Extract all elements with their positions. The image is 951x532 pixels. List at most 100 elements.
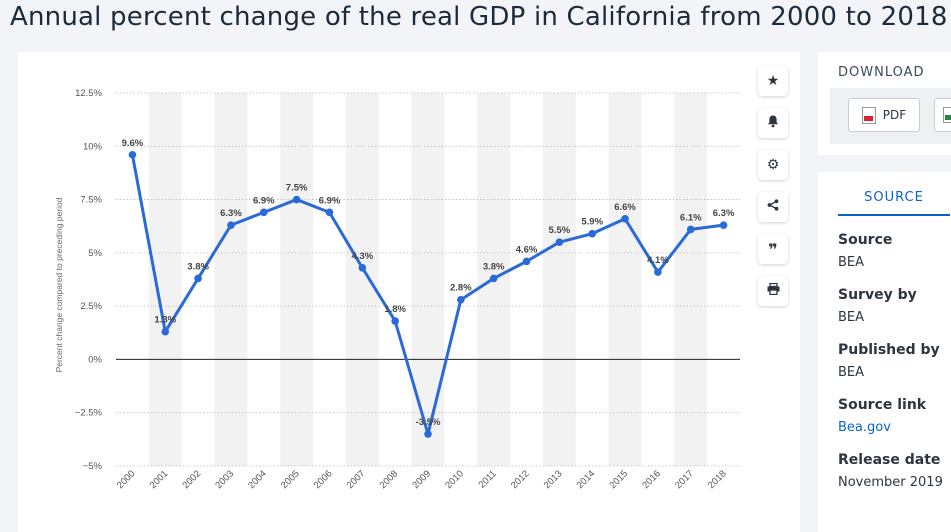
column-band (674, 93, 708, 466)
pdf-file-icon (861, 106, 876, 124)
data-label: 3.8% (483, 261, 505, 272)
print-icon (767, 282, 780, 299)
tab-underline (838, 214, 950, 216)
data-point[interactable] (391, 317, 399, 325)
data-point[interactable] (358, 263, 367, 272)
data-point[interactable] (227, 221, 235, 229)
chart: 12.5% 10% 7.5% 5% 2.5% 0% −2.5% −5% 2000 2001 200… (54, 88, 740, 491)
tab-source[interactable]: SOURCE (864, 190, 924, 205)
data-label: 4.1% (647, 255, 669, 266)
star-icon: ★ (766, 73, 780, 89)
data-label: -3.5% (416, 417, 441, 428)
y-tick-label: 5% (88, 248, 102, 259)
column-band (148, 93, 182, 466)
notification-button[interactable] (758, 108, 788, 138)
print-button[interactable] (758, 276, 788, 306)
x-tick-label: 2008 (378, 468, 401, 491)
column-band (345, 93, 379, 466)
x-tick-label: 2011 (477, 468, 499, 490)
release-date-label: Release date (838, 452, 941, 468)
pdf-button-label: PDF (882, 108, 907, 122)
data-point[interactable] (686, 225, 695, 234)
y-axis-label: Percent change compared to preceding per… (54, 197, 64, 372)
data-point[interactable] (161, 327, 170, 336)
x-tick-label: 2002 (180, 468, 203, 491)
release-date-value: November 2019 (838, 475, 943, 490)
data-point[interactable] (292, 195, 301, 204)
chart-card: 12.5% 10% 7.5% 5% 2.5% 0% −2.5% −5% 2000 2001 200… (18, 52, 800, 532)
quote-icon: ❞ (768, 239, 778, 259)
x-tick-label: 2010 (443, 468, 466, 491)
x-tick-label: 2018 (706, 468, 729, 491)
y-tick-label: 10% (83, 141, 103, 152)
x-tick-label: 2007 (345, 468, 368, 491)
x-tick-label: 2005 (279, 468, 302, 491)
star-button[interactable]: ★ (758, 66, 788, 96)
source-value: BEA (838, 255, 865, 270)
data-point[interactable] (194, 274, 202, 283)
y-tick-label: 2.5% (80, 301, 102, 312)
x-tick-label: 2001 (148, 468, 171, 491)
data-point[interactable] (555, 238, 564, 246)
share-button[interactable] (758, 192, 788, 222)
y-tick-label: −5% (83, 461, 103, 472)
source-card: SOURCE Source BEA Survey by BEA Publishe… (818, 172, 951, 532)
cite-button[interactable]: ❞ (758, 234, 788, 264)
data-label: 2.8% (450, 283, 472, 294)
x-tick-label: 2014 (575, 468, 598, 491)
data-label: 3.8% (187, 261, 209, 272)
x-tick-label: 2013 (542, 468, 565, 491)
x-tick-label: 2012 (509, 468, 532, 491)
data-point[interactable] (719, 221, 728, 229)
data-point[interactable] (489, 274, 498, 283)
data-point[interactable] (259, 208, 268, 217)
x-tick-label: 2017 (673, 468, 696, 491)
data-label: 7.5% (286, 183, 308, 194)
data-point[interactable] (654, 268, 662, 276)
data-point[interactable] (424, 430, 432, 438)
column-band (280, 93, 314, 466)
column-band (411, 93, 445, 466)
survey-by-value: BEA (838, 310, 865, 325)
source-label: Source (838, 232, 893, 248)
page-title: Annual percent change of the real GDP in… (10, 2, 948, 32)
data-label: 1.3% (154, 315, 176, 326)
y-tick-label: 7.5% (80, 195, 102, 206)
data-point[interactable] (621, 214, 629, 223)
data-label: 6.9% (319, 195, 341, 206)
data-label: 4.3% (351, 251, 373, 262)
data-point[interactable] (325, 208, 334, 217)
gear-icon: ⚙ (766, 157, 780, 173)
x-tick-label: 2015 (607, 468, 630, 491)
data-label: 4.6% (516, 244, 538, 255)
settings-button[interactable]: ⚙ (758, 150, 788, 180)
download-pdf-button[interactable]: PDF (848, 98, 920, 132)
column-band (542, 93, 576, 466)
x-tick-label: 2004 (246, 468, 269, 491)
published-by-label: Published by (838, 342, 940, 358)
data-label: 6.3% (220, 208, 242, 219)
y-tick-label: −2.5% (75, 408, 103, 419)
survey-by-label: Survey by (838, 287, 917, 303)
download-options: PDF (830, 88, 951, 144)
data-label: 1.8% (384, 304, 406, 315)
data-label: 6.6% (614, 202, 636, 213)
source-link[interactable]: Bea.gov (838, 420, 891, 435)
x-tick-label: 2000 (115, 468, 138, 491)
data-point[interactable] (457, 295, 465, 304)
source-link-label: Source link (838, 397, 927, 413)
download-xls-button[interactable] (934, 98, 951, 132)
column-band (608, 93, 642, 466)
xls-file-icon (943, 107, 951, 123)
x-tick-label: 2016 (640, 468, 663, 491)
y-tick-label: 0% (88, 354, 102, 365)
data-point[interactable] (588, 229, 597, 238)
download-title: DOWNLOAD (838, 65, 925, 80)
bell-icon (767, 115, 779, 132)
data-point[interactable] (522, 257, 531, 266)
y-tick-label: 12.5% (75, 88, 102, 99)
data-label: 6.9% (253, 195, 275, 206)
column-band (214, 93, 248, 466)
data-label: 9.6% (122, 138, 144, 149)
data-point[interactable] (128, 151, 137, 159)
